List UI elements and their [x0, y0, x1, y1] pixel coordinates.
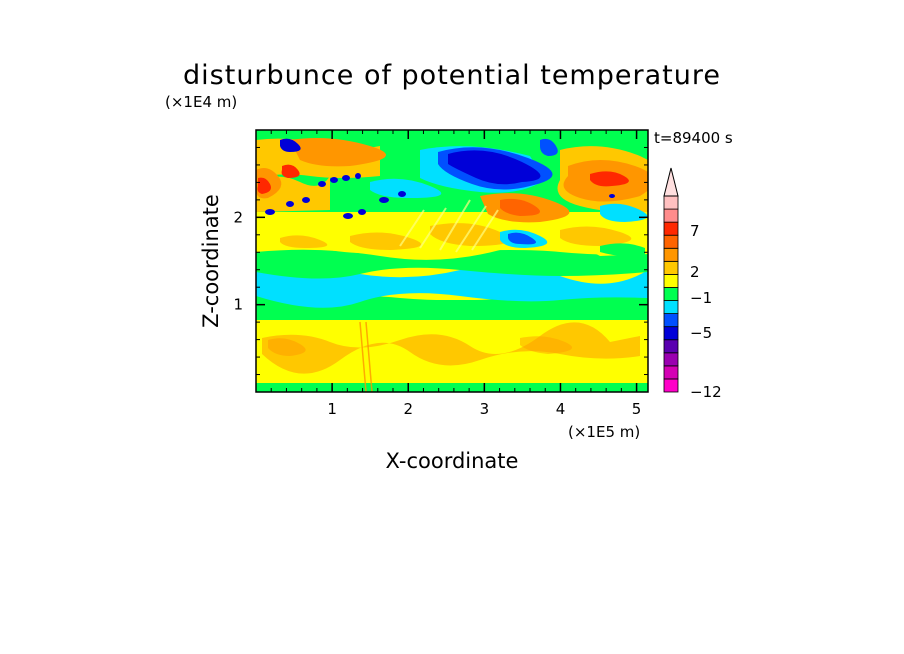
- colorbar-swatch: [663, 260, 679, 275]
- colorbar-tick-label: −1: [690, 289, 712, 307]
- colorbar-tick-label: 7: [690, 222, 700, 240]
- colorbar-swatch: [663, 339, 679, 354]
- x-tick-label: 2: [403, 400, 413, 418]
- chart-title: disturbunce of potential temperature: [183, 60, 721, 91]
- y-tick-label: 1: [233, 296, 243, 314]
- y-unit-label: (×1E4 m): [165, 93, 237, 111]
- colorbar-tick-label: 2: [690, 263, 700, 281]
- time-label: t=89400 s: [654, 129, 733, 147]
- colorbar-swatch: [663, 365, 679, 380]
- contour-field: [256, 130, 648, 392]
- colorbar-swatch: [663, 287, 679, 301]
- colorbar-swatch: [663, 352, 679, 367]
- colorbar-swatch: [663, 326, 679, 341]
- x-axis-label: X-coordinate: [386, 449, 519, 473]
- colorbar-swatch: [663, 234, 679, 249]
- x-tick-label: 4: [556, 400, 566, 418]
- x-tick-label: 1: [327, 400, 337, 418]
- colorbar-swatch: [663, 313, 679, 328]
- minor-ticks: [256, 130, 648, 392]
- colorbar-swatch: [663, 247, 679, 262]
- colorbar: 7 2 −1 −5 −12: [663, 167, 722, 401]
- x-unit-label: (×1E5 m): [568, 423, 640, 441]
- colorbar-tick-label: −5: [690, 324, 712, 342]
- y-tick-label: 2: [233, 208, 243, 226]
- colorbar-extend-arrow: [663, 167, 679, 197]
- plot-frame: [255, 129, 649, 393]
- colorbar-swatch: [663, 273, 679, 288]
- colorbar-tick-label: −12: [690, 383, 722, 401]
- colorbar-swatch: [663, 221, 679, 236]
- x-tick-label: 3: [480, 400, 490, 418]
- colorbar-swatch: [663, 378, 679, 393]
- colorbar-swatch: [663, 195, 679, 210]
- colorbar-swatch: [663, 300, 679, 314]
- colorbar-swatch: [663, 208, 679, 223]
- y-axis-label: Z-coordinate: [199, 194, 223, 328]
- x-tick-label: 5: [632, 400, 642, 418]
